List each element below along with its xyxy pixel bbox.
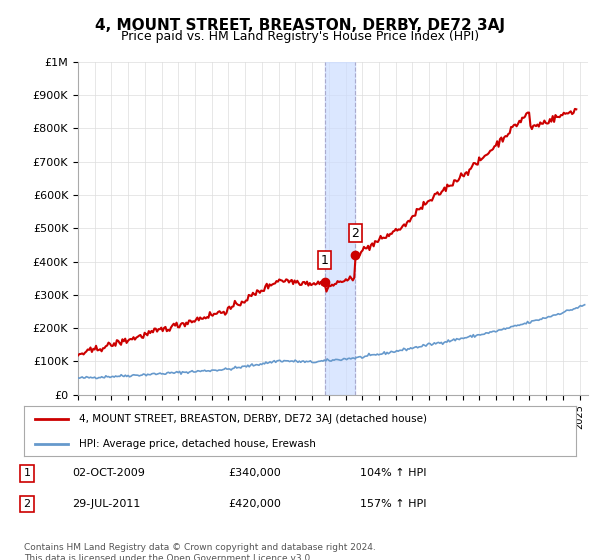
Text: 2: 2 bbox=[23, 499, 31, 509]
Text: 29-JUL-2011: 29-JUL-2011 bbox=[72, 499, 140, 509]
Text: 157% ↑ HPI: 157% ↑ HPI bbox=[360, 499, 427, 509]
Text: 1: 1 bbox=[23, 468, 31, 478]
Text: 4, MOUNT STREET, BREASTON, DERBY, DE72 3AJ: 4, MOUNT STREET, BREASTON, DERBY, DE72 3… bbox=[95, 18, 505, 33]
Text: £340,000: £340,000 bbox=[228, 468, 281, 478]
Text: 02-OCT-2009: 02-OCT-2009 bbox=[72, 468, 145, 478]
Text: Price paid vs. HM Land Registry's House Price Index (HPI): Price paid vs. HM Land Registry's House … bbox=[121, 30, 479, 43]
Bar bbox=[325, 62, 355, 395]
Text: HPI: Average price, detached house, Erewash: HPI: Average price, detached house, Erew… bbox=[79, 439, 316, 449]
Text: 4, MOUNT STREET, BREASTON, DERBY, DE72 3AJ (detached house): 4, MOUNT STREET, BREASTON, DERBY, DE72 3… bbox=[79, 414, 427, 423]
Text: 104% ↑ HPI: 104% ↑ HPI bbox=[360, 468, 427, 478]
Text: £420,000: £420,000 bbox=[228, 499, 281, 509]
Text: 2: 2 bbox=[352, 227, 359, 240]
Text: Contains HM Land Registry data © Crown copyright and database right 2024.
This d: Contains HM Land Registry data © Crown c… bbox=[24, 543, 376, 560]
Text: 1: 1 bbox=[321, 254, 329, 267]
